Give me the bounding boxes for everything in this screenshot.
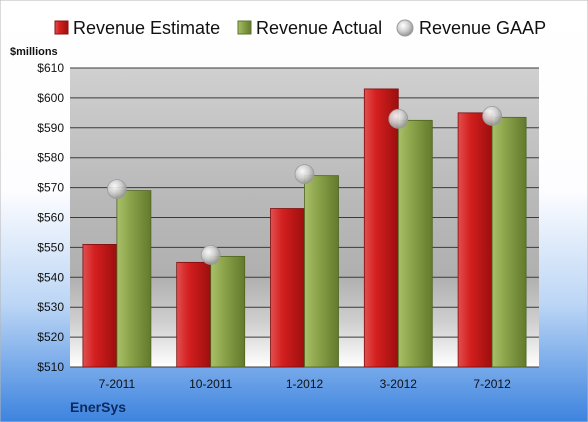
bar-revenue-estimate bbox=[457, 112, 493, 368]
y-tick-label: $560 bbox=[37, 211, 64, 225]
bar-revenue-actual bbox=[116, 190, 152, 368]
bar-revenue-actual bbox=[397, 119, 433, 368]
legend-label-gaap: Revenue GAAP bbox=[419, 18, 546, 38]
marker-revenue-gaap bbox=[388, 108, 409, 129]
marker-revenue-gaap bbox=[107, 179, 127, 199]
x-tick-label: 7-2011 bbox=[99, 377, 136, 391]
y-tick-label: $540 bbox=[37, 270, 64, 284]
legend-swatch-actual bbox=[237, 20, 252, 35]
y-tick-label: $580 bbox=[37, 151, 64, 165]
legend-marker-gaap bbox=[396, 19, 414, 37]
y-tick-label: $590 bbox=[37, 121, 64, 135]
bar-revenue-actual bbox=[491, 116, 527, 368]
y-tick-label: $520 bbox=[37, 330, 64, 344]
x-tick-label: 1-2012 bbox=[286, 377, 324, 391]
x-tick-label: 10-2011 bbox=[189, 377, 232, 391]
y-unit-label: $millions bbox=[10, 46, 58, 58]
y-tick-label: $510 bbox=[37, 360, 64, 374]
bar-revenue-estimate bbox=[363, 88, 399, 368]
bars bbox=[82, 88, 527, 368]
x-tick-label: 3-2012 bbox=[380, 377, 418, 391]
bar-revenue-actual bbox=[304, 175, 339, 368]
gaap-markers bbox=[107, 105, 503, 265]
x-tick-label: 7-2012 bbox=[473, 377, 511, 391]
legend-label-actual: Revenue Actual bbox=[256, 18, 382, 38]
legend-swatch-estimate bbox=[54, 20, 69, 35]
y-tick-labels: $510 $520 $530 $540 $550 $560 $570 $580 $590 $600… bbox=[37, 61, 64, 374]
legend-label-estimate: Revenue Estimate bbox=[73, 18, 220, 38]
marker-revenue-gaap bbox=[294, 164, 315, 185]
bar-revenue-estimate bbox=[270, 208, 305, 368]
y-tick-label: $600 bbox=[37, 91, 64, 105]
bar-revenue-estimate bbox=[176, 261, 212, 368]
company-name: EnerSys bbox=[70, 399, 126, 415]
x-tick-labels: 7-2011 10-2011 1-2012 3-2012 7-2012 bbox=[99, 377, 511, 391]
y-tick-label: $530 bbox=[37, 300, 64, 314]
y-tick-label: $610 bbox=[37, 61, 64, 75]
marker-revenue-gaap bbox=[200, 244, 221, 265]
legend: Revenue Estimate Revenue Actual Revenue … bbox=[54, 18, 546, 38]
bar-revenue-estimate bbox=[82, 244, 118, 368]
y-tick-label: $550 bbox=[37, 240, 64, 254]
marker-revenue-gaap bbox=[482, 105, 503, 126]
bar-revenue-actual bbox=[210, 255, 246, 368]
y-tick-label: $570 bbox=[37, 181, 64, 195]
